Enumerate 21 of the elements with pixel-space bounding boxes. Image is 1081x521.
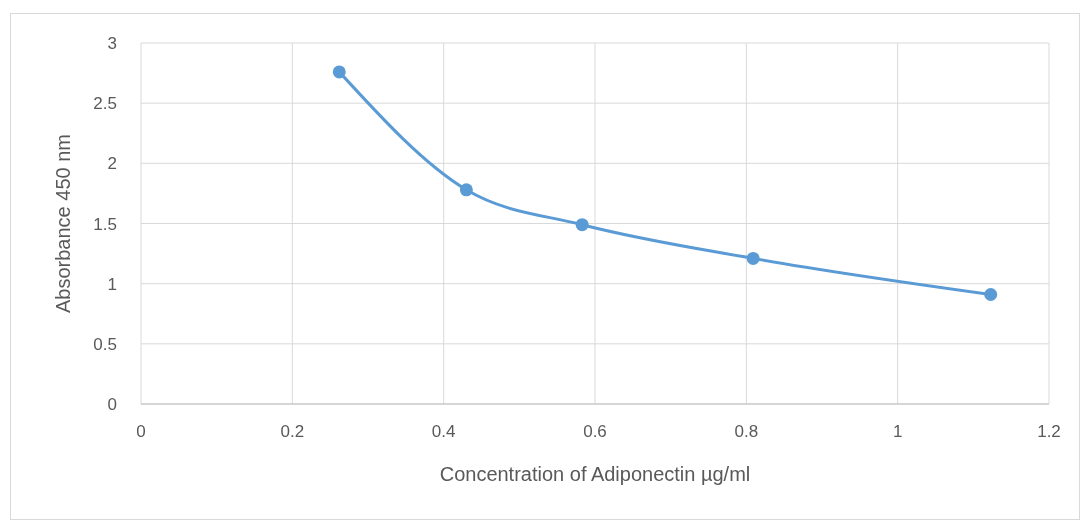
x-tick-label: 1.2 [1037, 422, 1061, 441]
y-tick-label: 1 [107, 274, 117, 294]
y-tick-label: 0 [107, 395, 117, 414]
y-tick-label: 3 [107, 34, 117, 53]
point [746, 251, 760, 265]
y-axis-title: Absorbance 450 nm [52, 133, 74, 314]
point [984, 288, 998, 301]
x-tick-label: 0 [136, 422, 146, 441]
y-tick-label: 2 [107, 154, 117, 174]
y-tick-label: 2.5 [93, 94, 117, 114]
point [332, 65, 346, 79]
y-tick-label: 0.5 [93, 334, 117, 354]
x-tick-label: 0.6 [583, 422, 607, 441]
x-tick-label: 0.4 [431, 422, 456, 441]
x-axis-title: Concentration of Adiponectin µg/ml [439, 463, 751, 485]
x-tick-label: 0.2 [280, 422, 305, 441]
y-tick-label: 1.5 [93, 214, 117, 234]
x-tick-label: 1 [892, 422, 903, 441]
point [459, 183, 473, 197]
point [575, 218, 589, 232]
x-tick-label: 0.8 [734, 422, 759, 441]
